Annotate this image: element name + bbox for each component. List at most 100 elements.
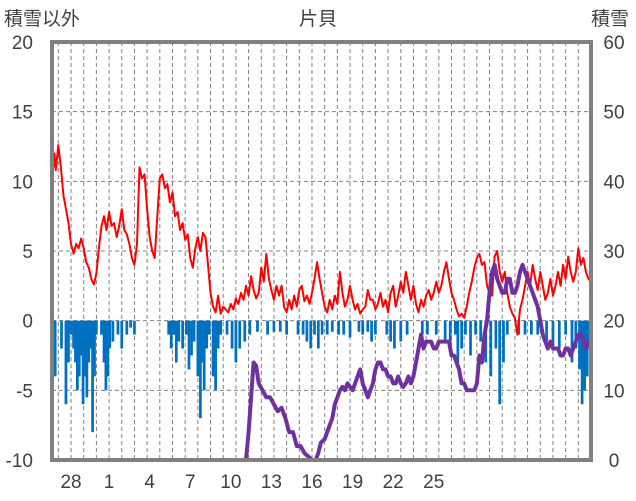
precipitation-bar	[81, 320, 85, 405]
precipitation-bar	[53, 320, 57, 377]
precipitation-bar	[219, 320, 223, 335]
precipitation-bar	[464, 320, 467, 335]
chart-title: 片貝	[299, 8, 337, 30]
precipitation-bar	[234, 320, 238, 363]
right-y-tick-label: 50	[603, 103, 624, 124]
precipitation-bar	[389, 320, 392, 342]
precipitation-bar	[494, 320, 498, 349]
precipitation-bar	[266, 320, 269, 335]
precipitation-bar	[301, 320, 305, 335]
precipitation-bar	[530, 320, 533, 335]
precipitation-bar	[443, 320, 447, 342]
precipitation-bar	[60, 320, 63, 349]
right-y-tick-label: 10	[603, 381, 624, 402]
precipitation-bar	[100, 320, 103, 335]
right-y-tick-label: 60	[603, 33, 624, 54]
precipitation-bar	[320, 320, 324, 335]
precipitation-bar	[74, 320, 77, 363]
precipitation-bar	[325, 320, 329, 335]
precipitation-bar	[498, 320, 502, 405]
precipitation-bar	[489, 320, 493, 377]
precipitation-bar	[296, 320, 300, 335]
precipitation-bar	[357, 320, 361, 332]
precipitation-bar	[342, 320, 346, 335]
left-y-tick-label: -10	[6, 451, 33, 472]
snow-depth-line	[52, 262, 593, 462]
precipitation-bar	[225, 320, 229, 335]
precipitation-bar	[502, 320, 505, 363]
precipitation-bar	[551, 320, 555, 349]
left-y-tick-label: 0	[22, 312, 33, 333]
left-y-tick-label: 10	[12, 172, 33, 193]
precipitation-bar	[330, 320, 334, 332]
series-lines	[51, 144, 593, 462]
x-tick-label: 25	[423, 472, 444, 493]
precipitation-bar	[374, 320, 377, 335]
x-tick-label: 28	[60, 472, 81, 493]
precipitation-bar	[95, 320, 98, 335]
x-tick-label: 16	[301, 472, 322, 493]
precipitation-bar	[69, 320, 73, 335]
precipitation-bar	[305, 320, 309, 342]
precipitation-bar	[434, 320, 438, 335]
x-tick-label: 1	[104, 472, 115, 493]
precipitation-bar	[108, 320, 112, 349]
precipitation-bar	[185, 320, 188, 335]
precipitation-bar	[177, 320, 181, 342]
right-axis-label: 積雪	[591, 8, 629, 30]
precipitation-bar	[370, 320, 373, 342]
precipitation-bar	[207, 320, 211, 335]
precipitation-bar	[361, 320, 365, 335]
precipitation-bar	[474, 320, 477, 335]
precipitation-bar	[557, 320, 561, 349]
x-tick-label: 4	[144, 472, 155, 493]
precipitation-bar	[583, 320, 587, 391]
left-y-tick-label: 15	[12, 103, 33, 124]
left-y-tick-label: 20	[12, 33, 33, 54]
precipitation-bar	[448, 320, 452, 349]
precipitation-bar	[106, 320, 110, 377]
precipitation-bar	[77, 320, 81, 377]
precipitation-bar	[426, 320, 429, 335]
precipitation-bar	[460, 320, 464, 349]
precipitation-bar	[93, 320, 96, 377]
precipitation-bar	[313, 320, 316, 335]
precipitation-bar	[420, 320, 424, 335]
x-tick-label: 22	[383, 472, 404, 493]
precipitation-bar	[64, 320, 68, 405]
precipitation-bars	[53, 320, 592, 433]
left-axis-label: 積雪以外	[4, 8, 80, 30]
precipitation-bar	[479, 320, 483, 342]
right-y-tick-label: 40	[603, 172, 624, 193]
precipitation-bar	[216, 320, 220, 349]
precipitation-bar	[202, 320, 206, 391]
precipitation-bar	[111, 320, 115, 342]
precipitation-bar	[238, 320, 242, 349]
precipitation-bar	[385, 320, 389, 335]
precipitation-bar	[285, 320, 288, 335]
precipitation-bar	[523, 320, 527, 335]
precipitation-bar	[366, 320, 370, 332]
precipitation-bar	[399, 320, 403, 342]
precipitation-bar	[91, 320, 94, 433]
precipitation-bar	[256, 320, 259, 332]
precipitation-bar	[272, 320, 276, 332]
precipitation-bar	[89, 320, 93, 349]
precipitation-bar	[116, 320, 120, 335]
precipitation-bar	[309, 320, 313, 349]
right-y-tick-label: 20	[603, 312, 624, 333]
precipitation-bar	[190, 320, 193, 356]
precipitation-bar	[545, 320, 548, 342]
precipitation-bar	[243, 320, 247, 342]
precipitation-bar	[192, 320, 196, 342]
precipitation-bar	[181, 320, 184, 349]
precipitation-bar	[72, 320, 75, 349]
left-y-tick-label: 5	[22, 242, 33, 263]
precipitation-bar	[580, 320, 584, 405]
precipitation-bar	[196, 320, 200, 377]
precipitation-bar	[536, 320, 540, 335]
precipitation-bar	[187, 320, 191, 370]
precipitation-bar	[574, 320, 578, 349]
precipitation-bar	[67, 320, 70, 363]
